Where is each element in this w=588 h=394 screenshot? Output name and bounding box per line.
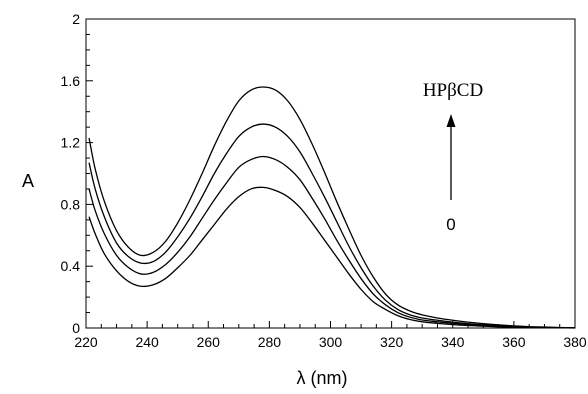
y-tick-label: 0.8 (61, 196, 81, 212)
x-tick-label: 220 (74, 334, 98, 350)
x-tick-label: 300 (319, 334, 343, 350)
annotation-top-label: HPβCD (423, 80, 483, 101)
x-tick-label: 380 (563, 334, 587, 350)
x-tick-label: 280 (258, 334, 282, 350)
annotation-bottom-label: 0 (446, 215, 455, 234)
x-tick-label: 260 (197, 334, 221, 350)
y-axis-ticks: 0 0.4 0.8 1.2 1.6 2 (61, 11, 93, 336)
series-line-1 (88, 86, 576, 329)
series-line-2 (88, 123, 576, 329)
x-axis-ticks: 220 240 260 280 300 320 340 360 380 (74, 321, 587, 350)
y-tick-label: 0 (72, 320, 80, 336)
x-tick-label: 240 (135, 334, 159, 350)
x-tick-label: 340 (441, 334, 465, 350)
y-tick-label: 1.6 (61, 73, 81, 89)
x-axis-label: λ (nm) (297, 368, 348, 388)
series-line-3 (88, 155, 576, 329)
y-tick-label: 2 (72, 11, 80, 27)
up-arrow-icon (446, 114, 456, 200)
x-tick-label: 320 (380, 334, 404, 350)
y-tick-label: 1.2 (61, 135, 81, 151)
series-group (88, 86, 576, 329)
series-line-4 (88, 186, 576, 329)
y-tick-label: 0.4 (61, 258, 81, 274)
y-axis-label: A (22, 171, 34, 191)
x-tick-label: 360 (502, 334, 526, 350)
